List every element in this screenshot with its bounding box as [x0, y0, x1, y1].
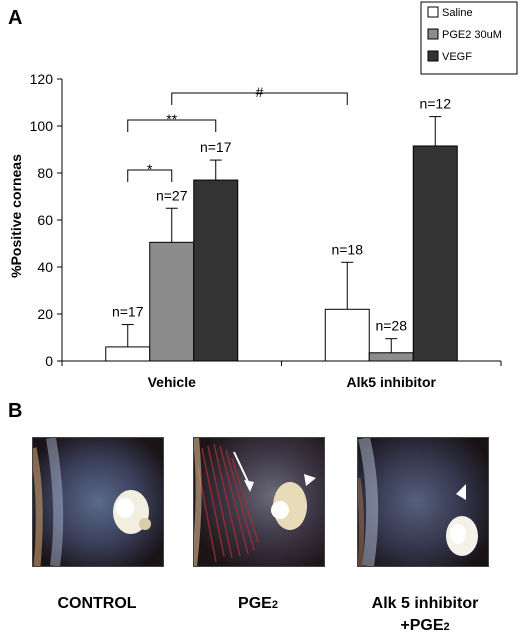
legend-swatch [427, 6, 439, 18]
photo-pge2 [193, 437, 325, 567]
n-label: n=27 [156, 187, 188, 203]
significance-label: * [147, 161, 153, 177]
legend-label: VEGF [442, 51, 472, 63]
x-category-label: Vehicle [148, 374, 196, 390]
y-tick-label: 0 [45, 353, 53, 369]
n-label: n=18 [331, 241, 363, 257]
legend-swatch [427, 50, 439, 62]
n-label: n=12 [419, 96, 451, 112]
panel-a-label: A [8, 7, 22, 29]
bar [368, 352, 414, 362]
y-tick-label: 100 [30, 118, 54, 134]
y-tick-label: 60 [37, 212, 53, 228]
photo-control [32, 437, 164, 567]
caption-pge2-text: PGE [238, 595, 272, 612]
n-label: n=17 [112, 304, 144, 320]
bar [412, 145, 458, 362]
legend-label: Saline [442, 7, 473, 19]
bar [193, 179, 239, 362]
significance-label: ** [166, 111, 177, 127]
y-tick-label: 20 [37, 306, 53, 322]
caption-pge2-subscript: 2 [271, 599, 278, 611]
caption-control-text: CONTROL [57, 595, 137, 612]
caption-alk5-line2: +PGE [400, 617, 444, 634]
legend-swatch [427, 28, 439, 40]
y-tick-label: 120 [30, 71, 54, 87]
significance-bracket [127, 119, 217, 132]
bar [324, 308, 370, 362]
photo-alk5-pge2 [357, 437, 489, 567]
caption-alk5-line1: Alk 5 inhibitor [371, 595, 479, 612]
bar [149, 241, 195, 362]
x-category-label: Alk5 inhibitor [347, 374, 437, 390]
significance-bracket [171, 92, 348, 105]
panel-b-label: B [8, 400, 23, 422]
caption-pge2: PGE2 [183, 593, 333, 616]
bar [105, 346, 151, 362]
n-label: n=17 [200, 139, 232, 155]
significance-label: # [256, 84, 264, 100]
legend-label: PGE2 30uM [442, 29, 502, 41]
significance-bracket [127, 169, 173, 182]
y-axis-title: %Positive corneas [8, 154, 24, 278]
n-label: n=28 [375, 318, 407, 334]
caption-control: CONTROL [22, 593, 172, 615]
y-tick-label: 80 [37, 165, 53, 181]
legend: Saline PGE2 30uM VEGF [420, 1, 518, 75]
caption-alk5-subscript: 2 [443, 621, 450, 633]
y-tick-label: 40 [37, 259, 53, 275]
caption-alk5-pge2: Alk 5 inhibitor +PGE2 [340, 593, 510, 638]
